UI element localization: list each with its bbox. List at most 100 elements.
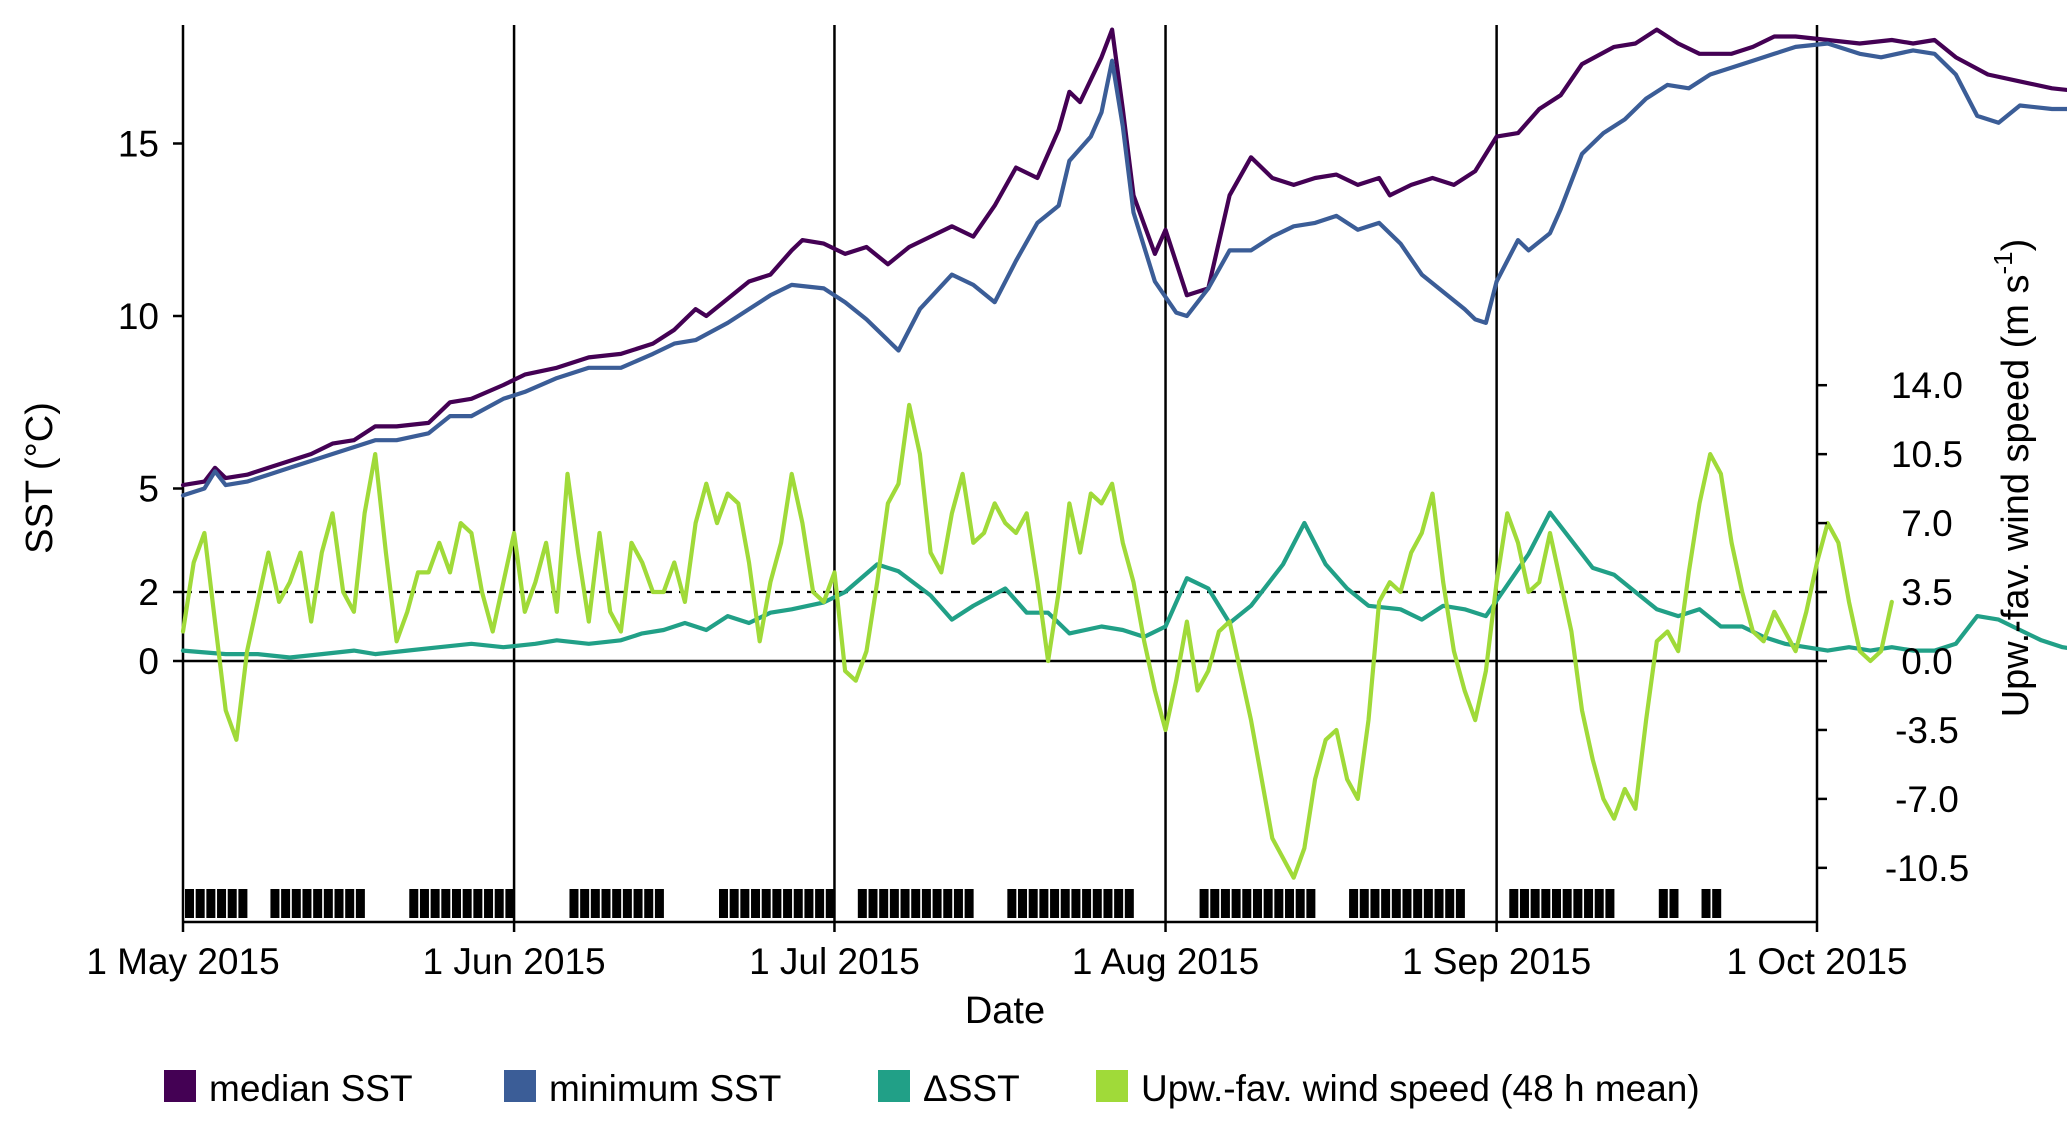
- event-mark: [1541, 889, 1551, 918]
- legend-swatch: [878, 1070, 910, 1102]
- y-left-tick-label: 15: [118, 124, 159, 165]
- event-mark: [1519, 889, 1529, 918]
- series-lines: [180, 27, 2067, 880]
- y-right-axis-title: Upw.-fav. wind speed (m s-1): [1988, 239, 2037, 718]
- event-mark: [644, 889, 654, 918]
- event-mark: [1082, 889, 1092, 918]
- event-mark: [1349, 889, 1359, 918]
- legend: median SST minimum SST ΔSST Upw.-fav. wind …: [164, 1068, 1700, 1109]
- series-line-median-sst: [180, 27, 2067, 488]
- event-mark: [1285, 889, 1295, 918]
- event-mark: [1584, 889, 1594, 918]
- event-mark: [345, 889, 355, 918]
- event-mark: [889, 889, 899, 918]
- legend-label: median SST: [209, 1068, 413, 1109]
- y-right-tick-label: 14.0: [1891, 365, 1963, 406]
- event-mark: [1509, 889, 1519, 918]
- event-mark: [419, 889, 429, 918]
- event-mark: [932, 889, 942, 918]
- event-mark: [1530, 889, 1540, 918]
- event-mark: [1359, 889, 1369, 918]
- event-mark: [868, 889, 878, 918]
- event-mark: [451, 889, 461, 918]
- event-mark: [1252, 889, 1262, 918]
- event-mark: [355, 889, 365, 918]
- event-mark: [772, 889, 782, 918]
- event-mark: [612, 889, 622, 918]
- event-mark: [857, 889, 867, 918]
- event-mark: [494, 889, 504, 918]
- x-tick-label: 1 Oct 2015: [1726, 941, 1907, 982]
- event-mark: [238, 889, 248, 918]
- event-mark: [1220, 889, 1230, 918]
- event-mark: [313, 889, 323, 918]
- event-mark: [622, 889, 632, 918]
- event-mark: [462, 889, 472, 918]
- event-mark: [195, 889, 205, 918]
- event-mark: [1114, 889, 1124, 918]
- event-mark: [281, 889, 291, 918]
- event-mark: [1381, 889, 1391, 918]
- legend-label: minimum SST: [549, 1068, 781, 1109]
- event-mark: [1423, 889, 1433, 918]
- event-mark: [1658, 889, 1668, 918]
- event-mark: [783, 889, 793, 918]
- event-mark: [580, 889, 590, 918]
- event-mark: [441, 889, 451, 918]
- x-tick-label: 1 Sep 2015: [1402, 941, 1591, 982]
- event-mark: [729, 889, 739, 918]
- event-mark: [1712, 889, 1722, 918]
- event-mark: [1124, 889, 1134, 918]
- event-mark: [1562, 889, 1572, 918]
- event-mark: [943, 889, 953, 918]
- event-mark: [1455, 889, 1465, 918]
- event-mark: [1028, 889, 1038, 918]
- event-mark: [793, 889, 803, 918]
- upwelling-event-marks: [185, 889, 1722, 918]
- event-mark: [1370, 889, 1380, 918]
- event-mark: [1039, 889, 1049, 918]
- legend-label: ΔSST: [923, 1068, 1020, 1109]
- event-mark: [911, 889, 921, 918]
- event-mark: [1605, 889, 1615, 918]
- event-mark: [302, 889, 312, 918]
- event-mark: [1050, 889, 1060, 918]
- y-right-tick-label: -3.5: [1895, 710, 1959, 751]
- x-tick-label: 1 Jun 2015: [423, 941, 606, 982]
- event-mark: [270, 889, 280, 918]
- event-mark: [601, 889, 611, 918]
- event-mark: [1007, 889, 1017, 918]
- event-mark: [590, 889, 600, 918]
- event-mark: [185, 889, 194, 918]
- event-mark: [1552, 889, 1562, 918]
- plot-frame: [181, 25, 1819, 924]
- event-mark: [921, 889, 931, 918]
- event-mark: [815, 889, 825, 918]
- event-mark: [227, 889, 237, 918]
- legend-swatch: [504, 1070, 536, 1102]
- legend-swatch: [164, 1070, 196, 1102]
- event-mark: [1701, 889, 1711, 918]
- event-mark: [505, 889, 515, 918]
- event-mark: [430, 889, 440, 918]
- event-mark: [953, 889, 963, 918]
- axis-labels: Date SST (°C) Upw.-fav. wind speed (m s-…: [19, 239, 2037, 1032]
- series-line-minimum-sst: [180, 41, 2067, 498]
- event-mark: [718, 889, 728, 918]
- event-mark: [1092, 889, 1102, 918]
- event-mark: [1306, 889, 1316, 918]
- series-line-upw-fav-wind-speed-48-h-mean: [180, 402, 1894, 880]
- y-left-axis-title: SST (°C): [19, 402, 61, 554]
- event-mark: [740, 889, 750, 918]
- x-axis-title: Date: [965, 990, 1045, 1032]
- event-mark: [217, 889, 227, 918]
- event-mark: [825, 889, 835, 918]
- legend-swatch: [1096, 1070, 1128, 1102]
- event-mark: [1434, 889, 1444, 918]
- y-right-tick-label: 10.5: [1891, 434, 1963, 475]
- y-right-tick-label: 7.0: [1901, 503, 1952, 544]
- event-mark: [1445, 889, 1455, 918]
- axes: 0 2 5 10 15 -10.5 -7.0 -3.5 0.0 3.5 7.0 10.5 14.0 1 M…: [86, 124, 1969, 983]
- y-left-tick-label: 10: [118, 296, 159, 337]
